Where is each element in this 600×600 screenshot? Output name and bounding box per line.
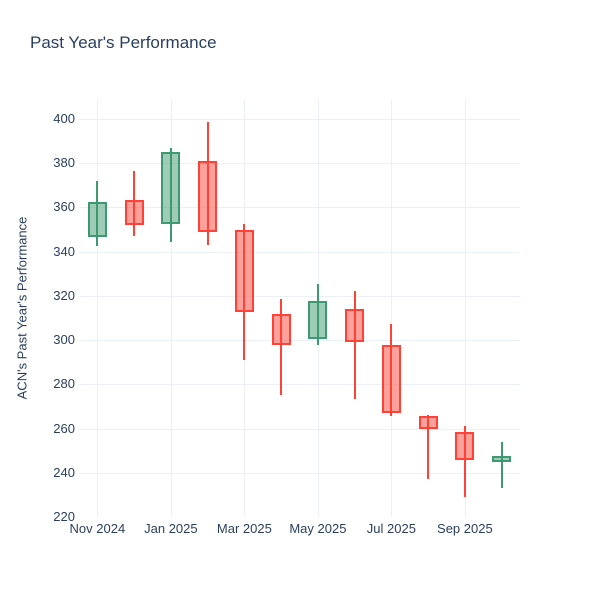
y-gridline <box>79 340 520 342</box>
candle-nov-2024[interactable] <box>87 201 107 238</box>
x-gridline <box>464 100 466 517</box>
candle-jun-2025[interactable] <box>345 309 365 343</box>
candle-may-2025[interactable] <box>308 301 328 339</box>
x-gridline <box>170 100 172 517</box>
candle-aug-2025[interactable] <box>418 416 438 429</box>
candle-wick <box>353 291 356 399</box>
y-tick-label: 380 <box>53 155 75 171</box>
candle-sep-2025[interactable] <box>455 431 475 460</box>
y-gridline <box>79 119 520 120</box>
x-tick-label: Nov 2024 <box>69 521 126 536</box>
candle-wick <box>463 426 466 498</box>
y-tick-label: 400 <box>53 111 75 126</box>
candle-feb-2025[interactable] <box>198 161 218 232</box>
y-gridline <box>79 251 520 253</box>
candle-jan-2025[interactable] <box>161 152 181 225</box>
x-gridline <box>391 100 393 517</box>
x-tick-label: Sep 2025 <box>437 521 493 536</box>
y-tick-label: 240 <box>53 464 75 480</box>
plot-area[interactable] <box>79 100 520 517</box>
candle-jul-2025[interactable] <box>381 344 401 414</box>
chart-title: Past Year's Performance <box>30 33 217 52</box>
candle-wick <box>427 415 430 480</box>
y-tick-label: 300 <box>53 332 75 348</box>
candle-apr-2025[interactable] <box>271 313 291 345</box>
x-tick-label: Mar 2025 <box>216 521 272 536</box>
y-tick-label: 280 <box>53 376 75 392</box>
y-gridline <box>79 384 520 386</box>
y-tick-label: 340 <box>53 243 75 259</box>
y-gridline <box>79 428 520 430</box>
candle-wick <box>280 299 283 396</box>
y-gridline <box>79 472 520 474</box>
candle-oct-2025[interactable] <box>492 456 512 462</box>
y-tick-label: 260 <box>53 420 75 436</box>
x-tick-label: Jan 2025 <box>144 521 198 536</box>
y-gridline <box>79 163 520 165</box>
y-tick-label: 320 <box>53 287 75 303</box>
candle-mar-2025[interactable] <box>234 229 254 313</box>
y-gridline <box>79 207 520 209</box>
candle-wick <box>500 441 503 489</box>
y-tick-label: 360 <box>53 199 75 215</box>
y-gridline <box>79 295 520 297</box>
x-tick-label: Jul 2025 <box>366 521 416 536</box>
y-tick-label: 220 <box>53 509 75 524</box>
x-tick-label: May 2025 <box>289 521 347 536</box>
x-gridline <box>97 100 99 517</box>
candle-dec-2024[interactable] <box>124 199 144 226</box>
